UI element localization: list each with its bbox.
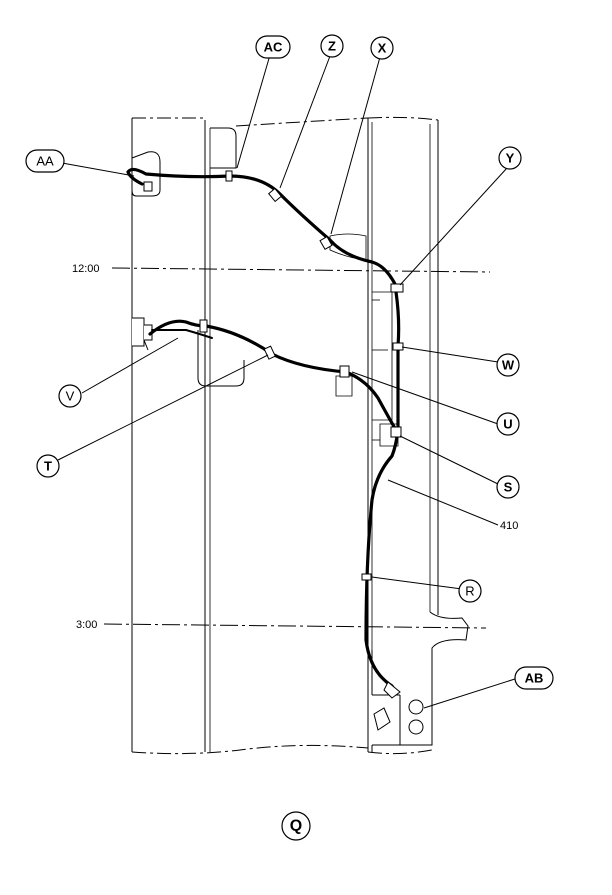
station-label-300: 3:00 — [76, 619, 97, 631]
callout-aa-bubble — [25, 149, 65, 173]
callout-ac-bubble — [255, 35, 291, 59]
view-label: Q — [290, 818, 302, 835]
harness-number-label: 410 — [500, 520, 518, 532]
callout-aa: AA — [36, 154, 54, 169]
callout-x: X — [378, 41, 387, 56]
clamp-s — [390, 426, 402, 438]
callout-x-bubble — [370, 36, 394, 60]
callout-u: U — [503, 417, 512, 432]
clamp-w — [392, 342, 404, 351]
callout-u-bubble — [496, 412, 520, 436]
callout-ab: AB — [525, 671, 544, 686]
callout-s-bubble — [496, 475, 520, 499]
callout-r-bubble — [458, 579, 482, 603]
callout-y: Y — [506, 151, 515, 166]
view-label-bubble — [281, 811, 311, 841]
clamp-ac — [225, 170, 233, 182]
station-label-1200: 12:00 — [72, 263, 100, 275]
callout-v-bubble — [58, 384, 82, 408]
clamp-aa — [143, 181, 153, 192]
callout-w: W — [502, 358, 515, 373]
clamp-r — [361, 573, 372, 581]
station-line-1200 — [111, 267, 491, 273]
callout-s: S — [504, 480, 513, 495]
clamp-v — [199, 319, 208, 333]
junction-box-ab — [373, 699, 424, 735]
clamp-x — [319, 235, 333, 251]
callout-w-bubble — [496, 353, 520, 377]
callout-ab-bubble — [514, 666, 554, 690]
callout-z: Z — [328, 39, 336, 54]
clamp-t — [263, 345, 276, 360]
clamp-u — [339, 365, 350, 378]
callout-t: T — [44, 459, 52, 474]
callouts — [25, 34, 554, 841]
leader-lines — [57, 54, 519, 709]
clamp-z — [268, 187, 282, 203]
station-line-300 — [103, 623, 487, 629]
callout-z-bubble — [320, 34, 344, 58]
station-lines — [103, 267, 491, 629]
callout-ac: AC — [264, 40, 283, 55]
clamp-y — [390, 283, 404, 293]
callout-y-bubble — [498, 146, 522, 170]
clamps — [143, 170, 404, 581]
callout-v: V — [66, 389, 75, 404]
callout-t-bubble — [36, 454, 60, 478]
callout-r: R — [465, 584, 474, 599]
